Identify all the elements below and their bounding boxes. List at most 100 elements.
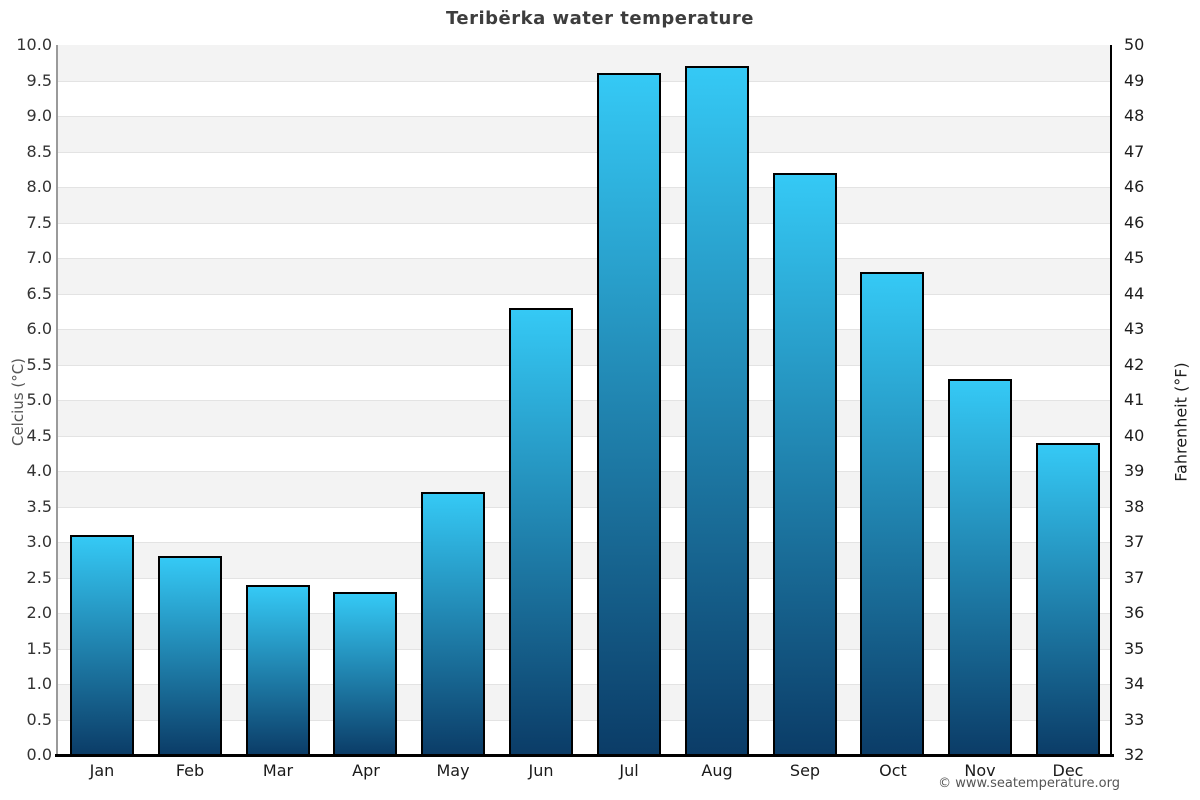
background-band bbox=[58, 506, 1112, 542]
gridline bbox=[58, 506, 1112, 508]
y-tick-right: 45 bbox=[1124, 248, 1145, 267]
gridline bbox=[58, 542, 1112, 543]
y-tick-left: 0.0 bbox=[26, 745, 52, 764]
x-axis-label-jul: Jul bbox=[619, 761, 639, 780]
gridline bbox=[58, 684, 1112, 685]
y-tick-right: 48 bbox=[1124, 106, 1145, 125]
gridline bbox=[58, 329, 1112, 330]
y-tick-right: 46 bbox=[1124, 177, 1145, 196]
x-axis-label-jun: Jun bbox=[528, 761, 554, 780]
y-tick-right: 47 bbox=[1124, 141, 1145, 161]
background-band bbox=[58, 684, 1112, 720]
background-band bbox=[58, 577, 1112, 613]
x-axis-label-jan: Jan bbox=[89, 761, 115, 780]
y-tick-left: 6.5 bbox=[26, 283, 52, 303]
bar-aug bbox=[685, 66, 749, 755]
y-tick-left: 9.5 bbox=[26, 70, 52, 90]
background-band bbox=[58, 471, 1112, 507]
bar-oct bbox=[860, 272, 924, 755]
y-tick-left: 7.5 bbox=[26, 212, 52, 232]
y-tick-left: 6.0 bbox=[26, 319, 52, 338]
gridline bbox=[58, 648, 1112, 650]
gridline bbox=[58, 116, 1112, 117]
y-tick-right: 37 bbox=[1124, 567, 1145, 587]
x-axis-label-mar: Mar bbox=[262, 761, 294, 780]
y-tick-left: 4.0 bbox=[26, 461, 52, 480]
background-band bbox=[58, 648, 1112, 684]
y-tick-left: 2.5 bbox=[26, 567, 52, 587]
gridline bbox=[58, 293, 1112, 295]
y-tick-right: 46 bbox=[1124, 212, 1145, 232]
y-axis-title-fahrenheit: Fahrenheit (°F) bbox=[1171, 362, 1191, 482]
gridline bbox=[58, 151, 1112, 153]
background-band bbox=[58, 116, 1112, 152]
background-band bbox=[58, 364, 1112, 400]
background-band bbox=[58, 45, 1112, 81]
gridline bbox=[58, 577, 1112, 579]
y-tick-right: 42 bbox=[1124, 354, 1145, 374]
bar-feb bbox=[158, 556, 222, 755]
background-band bbox=[58, 151, 1112, 187]
gridline bbox=[58, 258, 1112, 259]
y-tick-left: 0.5 bbox=[26, 709, 52, 729]
gridline bbox=[58, 80, 1112, 82]
y-tick-right: 34 bbox=[1124, 674, 1145, 693]
x-axis-label-aug: Aug bbox=[701, 761, 733, 780]
background-band bbox=[58, 329, 1112, 365]
y-tick-left: 5.5 bbox=[26, 354, 52, 374]
y-tick-right: 37 bbox=[1124, 532, 1145, 551]
bar-nov bbox=[948, 379, 1012, 755]
y-tick-right: 49 bbox=[1124, 70, 1145, 90]
y-tick-left: 3.0 bbox=[26, 532, 52, 551]
y-tick-left: 4.5 bbox=[26, 425, 52, 445]
y-axis-title-celsius: Celcius (°C) bbox=[9, 357, 27, 447]
background-band bbox=[58, 542, 1112, 578]
plot-area bbox=[58, 45, 1112, 755]
y-tick-left: 1.0 bbox=[26, 674, 52, 693]
bar-sep bbox=[773, 173, 837, 755]
x-axis-label-nov: Nov bbox=[964, 761, 996, 780]
background-band bbox=[58, 613, 1112, 649]
x-axis-label-oct: Oct bbox=[879, 761, 907, 780]
y-tick-left: 8.5 bbox=[26, 141, 52, 161]
gridline bbox=[58, 613, 1112, 614]
gridline bbox=[58, 435, 1112, 437]
y-tick-left: 1.5 bbox=[26, 638, 52, 658]
y-tick-right: 36 bbox=[1124, 603, 1145, 622]
background-band bbox=[58, 80, 1112, 116]
copyright-text: © www.seatemperature.org bbox=[938, 776, 1120, 791]
y-tick-left: 8.0 bbox=[26, 177, 52, 196]
background-band bbox=[58, 293, 1112, 329]
background-band bbox=[58, 719, 1112, 755]
y-tick-right: 41 bbox=[1124, 390, 1145, 409]
background-band bbox=[58, 187, 1112, 223]
y-tick-left: 9.0 bbox=[26, 106, 52, 125]
bar-apr bbox=[333, 592, 397, 755]
bar-mar bbox=[246, 585, 310, 755]
x-axis-label-dec: Dec bbox=[1052, 761, 1084, 780]
x-axis-label-sep: Sep bbox=[789, 761, 821, 780]
gridline bbox=[58, 400, 1112, 401]
bar-jun bbox=[509, 308, 573, 755]
background-band bbox=[58, 435, 1112, 471]
bar-dec bbox=[1036, 443, 1100, 755]
y-tick-right: 40 bbox=[1124, 425, 1145, 445]
gridline bbox=[58, 719, 1112, 721]
y-tick-right: 44 bbox=[1124, 283, 1145, 303]
y-tick-right: 43 bbox=[1124, 319, 1145, 338]
background-band bbox=[58, 258, 1112, 294]
y-tick-left: 3.5 bbox=[26, 496, 52, 516]
bar-jul bbox=[597, 73, 661, 755]
y-tick-right: 35 bbox=[1124, 638, 1145, 658]
bar-jan bbox=[70, 535, 134, 755]
x-axis-label-apr: Apr bbox=[352, 761, 380, 780]
gridline bbox=[58, 471, 1112, 472]
background-band bbox=[58, 400, 1112, 436]
y-tick-left: 10.0 bbox=[16, 35, 52, 54]
y-tick-right: 39 bbox=[1124, 461, 1145, 480]
chart-title: Teribërka water temperature bbox=[446, 8, 754, 29]
background-band bbox=[58, 222, 1112, 258]
gridline bbox=[58, 187, 1112, 188]
y-tick-right: 33 bbox=[1124, 709, 1145, 729]
